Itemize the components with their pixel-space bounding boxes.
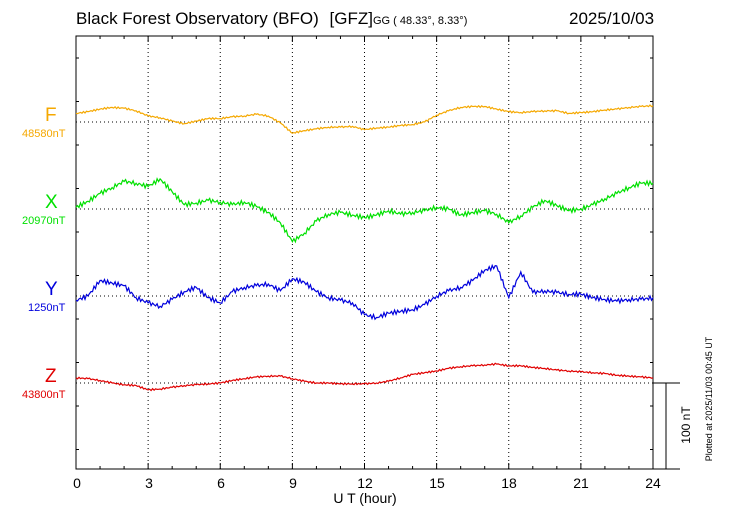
station-coords: GG ( 48.33°, 8.33°) (372, 15, 468, 27)
x-tick-label: 3 (145, 475, 153, 491)
baseline-label-x: 20970nT (22, 215, 66, 227)
series-line-y (75, 263, 654, 321)
series-line-f (75, 104, 654, 134)
x-tick-label: 12 (357, 475, 373, 491)
chart-date: 2025/10/03 (569, 9, 655, 28)
scale-bar-label: 100 nT (679, 406, 693, 444)
x-tick-label: 18 (501, 475, 517, 491)
series-lines (75, 104, 654, 392)
plot-frame (75, 35, 654, 470)
series-line-z (75, 362, 654, 392)
baseline-label-f: 48580nT (22, 128, 66, 140)
series-label-y: Y (45, 279, 58, 300)
baseline-label-y: 1250nT (28, 302, 66, 314)
x-tick-label: 9 (289, 475, 297, 491)
plotted-timestamp: Plotted at 2025/11/03 00:45 UT (704, 336, 714, 462)
x-tick-label: 6 (217, 475, 225, 491)
grid (147, 36, 582, 469)
x-tick-label: 0 (73, 475, 81, 491)
series-label-z: Z (45, 366, 57, 387)
x-tick-label: 21 (573, 475, 589, 491)
chart-title: Black Forest Observatory (BFO) [GFZ]GG (… (76, 9, 467, 29)
x-axis-label: U T (hour) (333, 490, 397, 506)
baselines (76, 121, 653, 384)
source-tag: [GFZ] (329, 9, 373, 28)
series-label-f: F (45, 105, 57, 126)
scale-bar (653, 382, 680, 470)
series-line-x (75, 177, 654, 244)
title-text: Black Forest Observatory (BFO) (76, 9, 319, 28)
x-tick-label: 15 (429, 475, 445, 491)
baseline-label-z: 43800nT (22, 389, 66, 401)
x-tick-label: 24 (645, 475, 661, 491)
series-label-x: X (45, 192, 58, 213)
